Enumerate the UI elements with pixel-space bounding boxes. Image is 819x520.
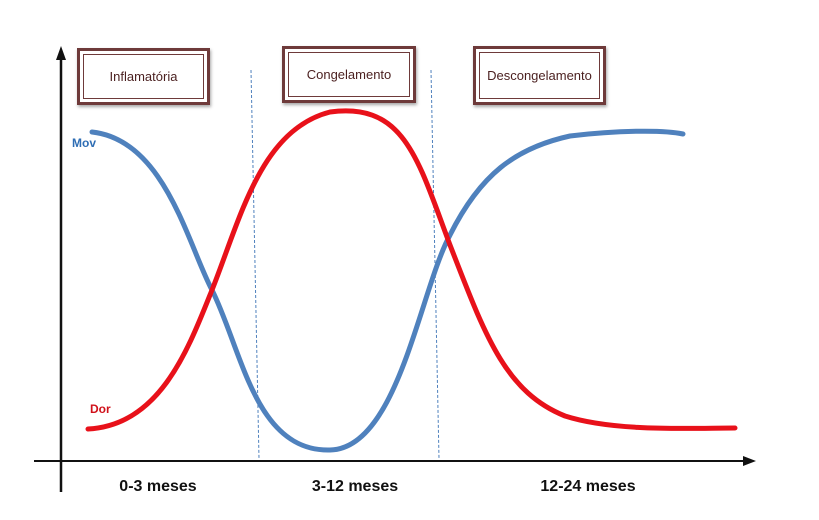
period-label-0-3: 0-3 meses [119,478,197,495]
mov-label: Mov [72,136,96,150]
dor-curve [85,108,738,432]
phase-box-inflamatoria: Inflamatória [77,48,210,105]
phase-label-descongelamento: Descongelamento [479,52,600,99]
period-label-3-12: 3-12 meses [311,478,399,495]
mov-curve [89,128,686,453]
phase-box-congelamento: Congelamento [282,46,416,103]
dor-label: Dor [90,402,111,416]
x-axis-arrowhead [743,456,756,466]
phase-label-inflamatoria: Inflamatória [83,54,204,99]
period-label-12-24: 12-24 meses [540,478,636,495]
phase-label-congelamento: Congelamento [288,52,410,97]
y-axis-arrowhead [56,46,66,60]
phase-box-descongelamento: Descongelamento [473,46,606,105]
